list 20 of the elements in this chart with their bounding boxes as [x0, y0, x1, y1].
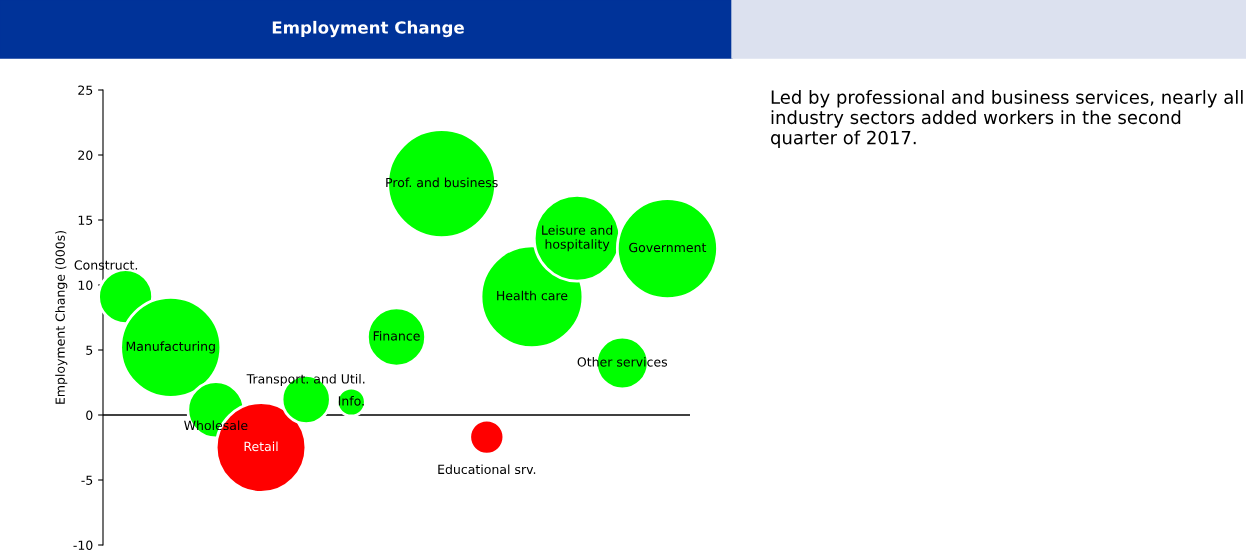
data-label: Health care [497, 290, 568, 301]
data-label: Info. [338, 395, 364, 406]
data-label: Educational srv. [438, 464, 536, 475]
y-axis-title: Employment Change (000s) [55, 231, 68, 404]
data-label: Leisure and hospitality [542, 225, 613, 252]
data-label: Government [629, 242, 707, 253]
y-tick-label: -10 [73, 540, 93, 550]
y-tick-label: -5 [81, 475, 93, 485]
data-label: Retail [244, 441, 278, 452]
data-label: Manufacturing [126, 341, 215, 354]
y-tick-label: 5 [86, 345, 93, 355]
data-label: Finance [373, 330, 420, 341]
y-tick-label: 20 [78, 150, 93, 160]
data-label: Wholesale [184, 420, 248, 431]
chart-title: Employment Change [272, 20, 464, 38]
y-tick-label: 0 [86, 410, 93, 420]
text: Led by professional and business services, nearly all industry sectors added workers in the second quarter of 2017. [771, 90, 1243, 148]
y-tick-label: 15 [78, 215, 93, 225]
y-tick-label: 25 [78, 85, 93, 95]
y-tick-label: 10 [78, 280, 93, 290]
